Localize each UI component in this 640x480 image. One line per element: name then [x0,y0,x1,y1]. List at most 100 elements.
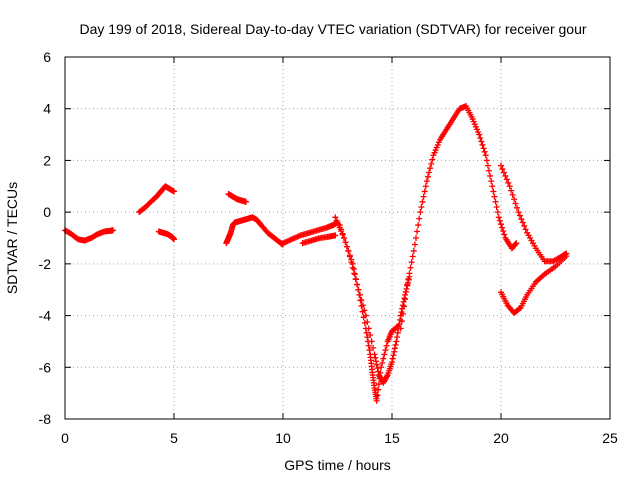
data-point [491,193,498,200]
data-point [495,214,502,221]
data-point [373,358,380,365]
data-point [478,138,485,145]
y-tick-labels: -8 -6 -4 -2 0 2 4 6 [39,49,52,427]
data-point [518,216,525,223]
data-point [509,191,516,198]
data-point [500,228,507,235]
x-tick-label: 15 [384,430,400,446]
data-point [496,217,503,224]
data-point [397,325,404,332]
data-point [171,236,177,243]
data-point [406,270,413,277]
data-point [378,364,385,371]
data-point [410,247,417,254]
data-point [391,345,398,352]
data-point [346,253,353,260]
data-point [338,226,345,233]
data-point [501,231,508,238]
y-tick-label: 2 [43,152,51,168]
data-point [418,203,425,210]
y-tick-label: -6 [39,359,52,375]
data-point [363,329,370,336]
data-point [343,243,350,250]
data-point [345,247,352,254]
data-point [402,296,409,303]
data-point [515,209,522,216]
data-point [389,355,396,362]
data-point [354,281,361,288]
data-point [490,188,497,195]
data-point [417,209,424,216]
data-point [373,397,380,404]
data-point [351,270,358,277]
data-point [489,183,496,190]
data-point [487,172,494,179]
data-point [400,303,407,310]
data-point [405,275,412,282]
data-point [336,222,343,229]
data-point [499,224,506,231]
data-point [401,295,408,302]
data-point [502,172,509,179]
data-point [512,241,519,248]
data-point [393,338,400,345]
data-point [420,193,427,200]
data-point [477,135,484,142]
data-point [506,183,513,190]
data-point [351,271,358,278]
data-point [242,198,249,205]
data-point [484,162,491,169]
data-point [367,331,374,338]
data-point [498,162,504,169]
data-point [479,141,486,148]
data-point [521,222,528,229]
data-point [359,302,366,309]
data-point [394,329,401,336]
data-point [483,157,490,164]
data-point [516,305,523,312]
data-point [488,178,495,185]
data-point [422,183,429,190]
data-point [333,217,340,224]
data-point [374,365,381,372]
data-point [403,288,410,295]
data-point [379,359,386,366]
data-point [503,176,510,183]
data-point [342,239,349,246]
data-point [424,173,431,180]
data-point [414,228,421,235]
data-point [389,359,395,366]
data-point [366,347,373,354]
data-point [505,179,512,186]
data-point [511,196,518,203]
data-point [493,203,500,210]
data-point [392,341,399,348]
data-point [373,361,380,368]
data-point [364,319,371,326]
data-point [421,188,428,195]
data-point [419,198,426,205]
data-point [341,235,348,241]
data-point [368,338,375,345]
data-point [516,212,523,219]
data-point [372,354,379,361]
x-axis-label: GPS time / hours [284,457,391,473]
plot-frame [64,56,611,420]
data-point [411,241,418,248]
data-point [375,368,382,375]
data-point [398,318,405,325]
data-point [381,351,388,358]
data-point [332,214,339,221]
data-point [352,275,359,282]
data-point [383,342,390,349]
data-point [355,286,362,293]
y-tick-label: -2 [39,256,52,272]
data-point [563,253,570,260]
data-point [428,160,435,167]
data-point [399,310,406,317]
data-point [109,227,116,234]
x-tick-label: 20 [493,430,509,446]
data-point [407,264,414,271]
data-point [394,334,401,341]
data-point [409,253,416,260]
